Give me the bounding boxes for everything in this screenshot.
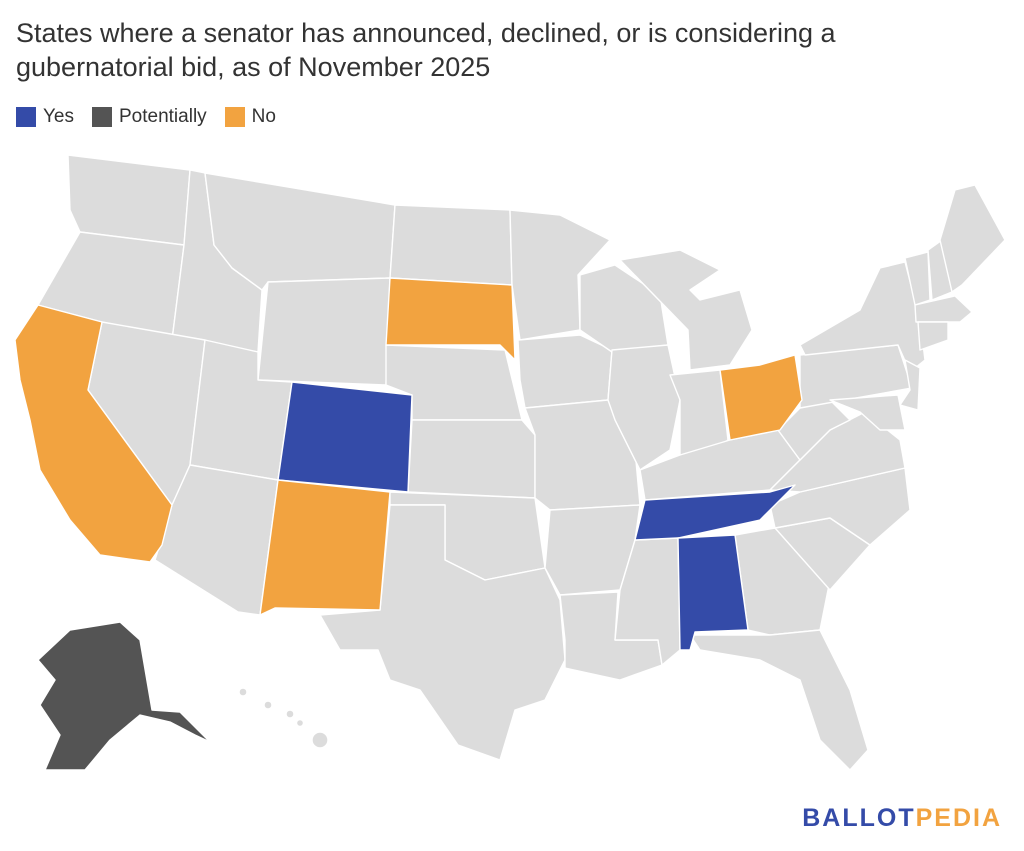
state-colorado <box>277 381 413 493</box>
map-title: States where a senator has announced, de… <box>16 18 836 82</box>
legend-label-yes: Yes <box>43 106 74 127</box>
state-maine <box>939 184 1006 293</box>
state-kansas <box>407 419 536 499</box>
legend-swatch-potentially <box>92 107 112 127</box>
state-connecticut <box>917 321 949 351</box>
legend-item-potentially: Potentially <box>92 106 207 128</box>
legend-label-potentially: Potentially <box>119 106 207 127</box>
state-new-mexico <box>259 479 391 616</box>
legend-swatch-yes <box>16 107 36 127</box>
logo-ballot-text: BALLOT <box>802 804 916 832</box>
state-illinois <box>607 344 681 471</box>
state-massachusetts <box>914 295 973 323</box>
state-vermont <box>904 251 931 306</box>
state-florida <box>689 629 869 771</box>
state-south-dakota <box>385 277 516 361</box>
state-alabama <box>677 534 749 651</box>
state-alaska <box>37 621 211 771</box>
state-michigan <box>619 249 753 371</box>
state-texas <box>319 504 566 761</box>
state-minnesota <box>509 209 611 341</box>
logo-pedia-text: PEDIA <box>915 804 1002 832</box>
ballotpedia-logo: BALLOTPEDIA <box>802 804 1002 833</box>
state-north-dakota <box>389 204 513 286</box>
state-ohio <box>719 354 803 441</box>
state-hawaii <box>238 687 329 749</box>
state-maryland <box>829 394 906 431</box>
legend-item-yes: Yes <box>16 106 74 128</box>
state-wyoming <box>257 277 391 386</box>
legend-swatch-no <box>224 107 245 127</box>
state-tennessee <box>634 484 796 541</box>
legend-item-no: No <box>224 106 276 128</box>
state-washington <box>67 154 191 246</box>
state-iowa <box>517 334 613 409</box>
legend: Yes Potentially No <box>16 106 294 128</box>
state-california <box>14 304 173 563</box>
legend-label-no: No <box>251 106 276 127</box>
state-new-jersey <box>899 359 921 411</box>
